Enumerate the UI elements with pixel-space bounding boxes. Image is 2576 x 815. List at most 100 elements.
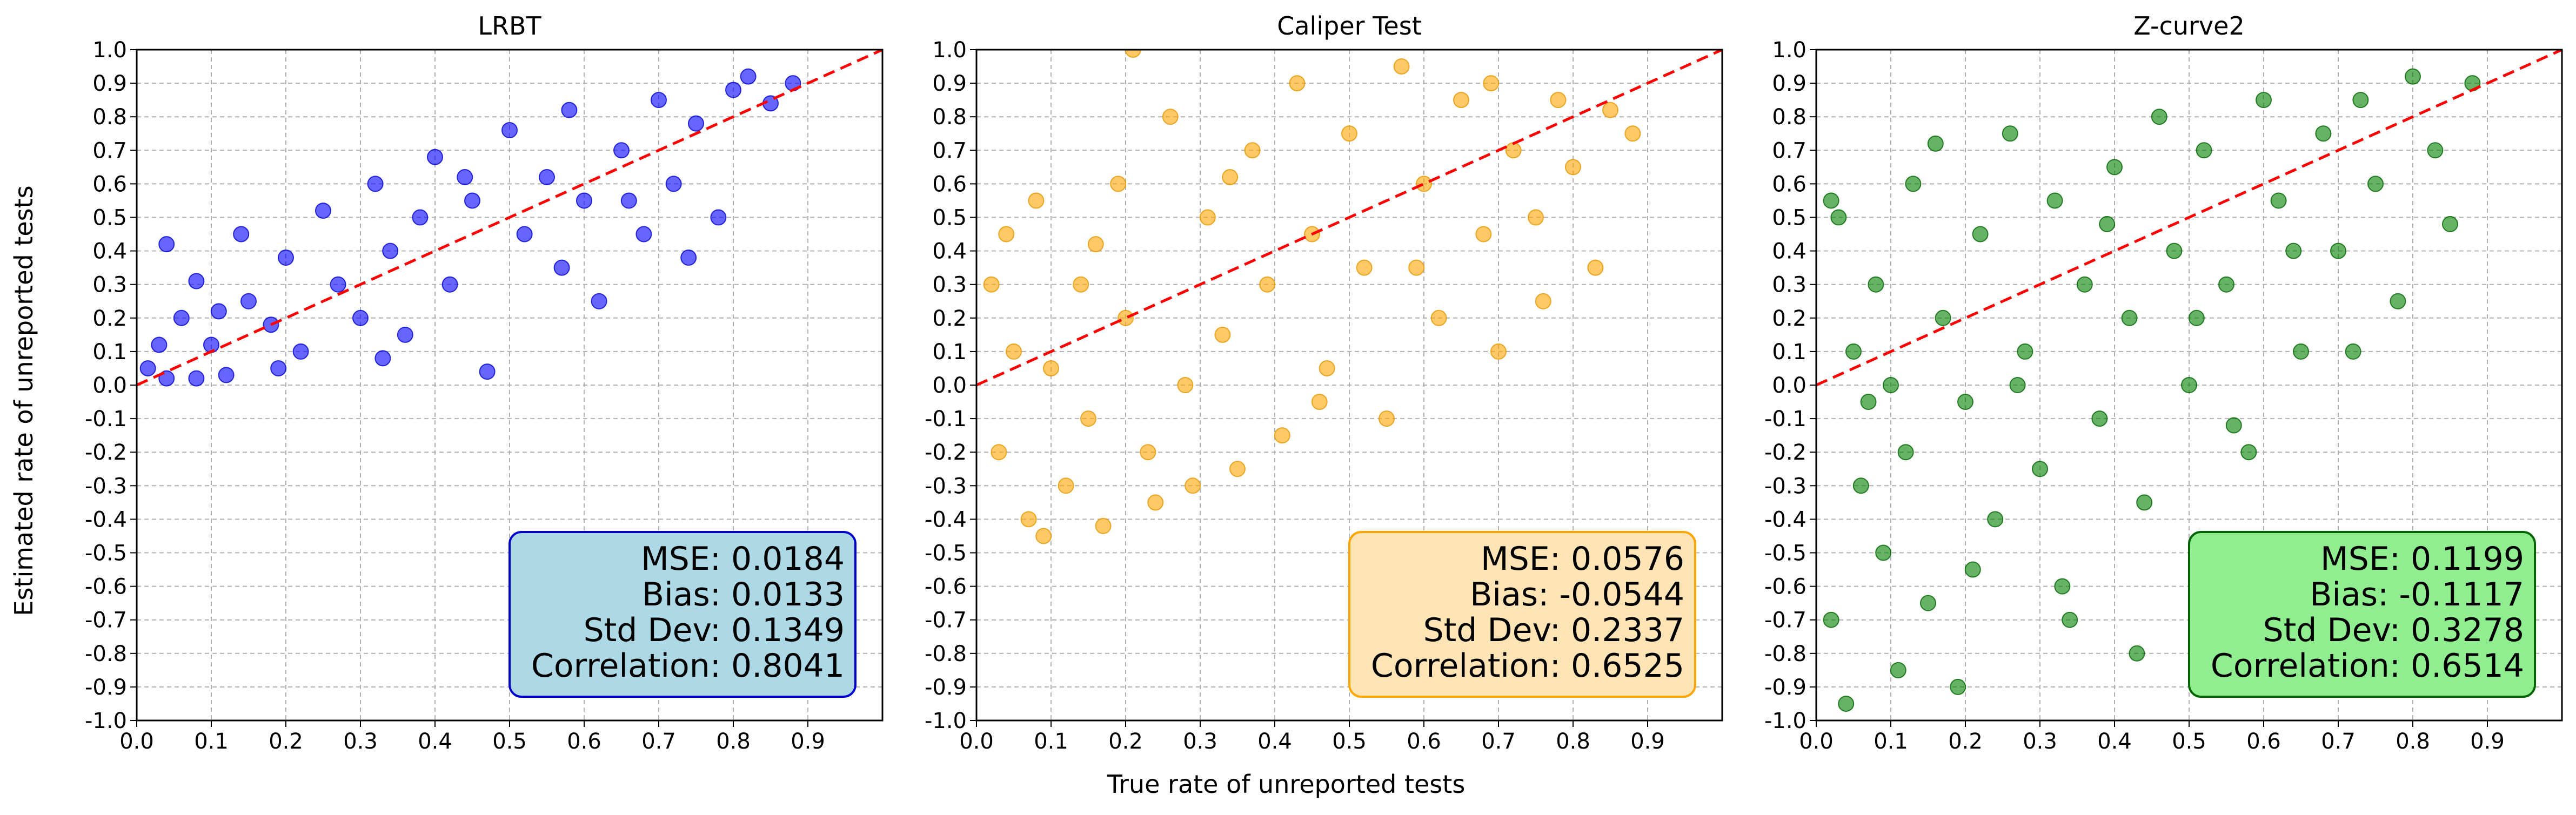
y-tick-label: -0.4 [85,507,127,532]
x-tick-label: 0.8 [2396,729,2430,754]
data-point [2062,611,2078,628]
x-tick-label: 0.5 [1332,729,1367,754]
data-point [2017,343,2033,360]
data-point [173,309,190,326]
x-tick-label: 0.6 [1407,729,1441,754]
x-tick-label: 0.6 [2246,729,2281,754]
y-tick-label: -0.3 [85,474,127,499]
y-tick-label: -0.9 [925,675,967,700]
data-point [1987,511,2004,528]
x-tick-label: 0.5 [2172,729,2206,754]
data-point [1289,75,1306,92]
data-point [1838,695,1855,712]
data-point [1185,477,1201,494]
data-point [367,176,384,192]
data-point [2181,377,2197,393]
x-tick-label: 0.4 [2097,729,2132,754]
data-point [1535,293,1551,309]
data-point [2009,377,2026,393]
data-point [1823,611,1839,628]
y-tick-label: -0.5 [1764,541,1806,566]
data-point [2129,645,2145,662]
y-tick-label: -0.8 [925,642,967,666]
data-point [1972,226,1989,243]
y-tick-label: -0.8 [85,642,127,666]
data-point [1118,309,1134,326]
data-point [2076,276,2093,293]
data-point [1875,544,1892,561]
data-point [218,367,235,383]
data-point [2293,343,2309,360]
data-point [1920,595,1936,611]
stats-correlation: Correlation: 0.8041 [531,647,845,685]
data-point [292,343,309,360]
y-tick-label: -0.5 [85,541,127,566]
x-tick-label: 0.8 [1556,729,1590,754]
y-tick-label: -1.0 [85,709,127,733]
data-point [1950,678,1966,695]
y-tick-label: -0.3 [925,474,967,499]
y-tick-label: 0.2 [92,306,127,331]
data-point [1890,662,1906,678]
data-point [1393,58,1410,75]
data-point [635,226,652,243]
data-point [188,370,205,387]
data-point [1408,259,1425,276]
chart-panel-1: 0.0 0.1 0.2 0.3 0.4 0.5 0.6 0.7 0.8 0.9 -1.0 -0.9 -0… [85,11,884,754]
y-tick-label: -0.2 [1764,440,1806,465]
data-point [620,192,637,209]
x-tick-label: 0.3 [343,729,378,754]
y-tick-label: -0.6 [85,575,127,600]
data-point [2166,243,2183,259]
data-point [457,169,473,185]
data-point [240,293,257,309]
data-point [330,276,346,293]
x-tick-label: 0.4 [1257,729,1292,754]
data-point [1602,102,1618,118]
data-point [382,243,399,259]
y-tick-label: 0.3 [932,273,967,298]
plot-frame [975,49,1723,722]
data-point [352,309,369,326]
stats-mse: MSE: 0.0576 [1481,540,1684,578]
x-tick-label: 0.0 [1799,729,1834,754]
data-point [2218,276,2234,293]
data-point [1624,125,1641,142]
data-point [1006,343,1022,360]
x-tick-label: 0.3 [2023,729,2057,754]
data-point [2315,125,2332,142]
data-point [139,360,156,376]
y-tick-label: -0.1 [1764,407,1806,432]
data-point [479,363,496,380]
data-point [1095,517,1112,534]
data-point [2225,417,2242,434]
data-point [210,303,227,320]
data-point [2046,192,2063,209]
data-point [1319,360,1335,376]
data-point [1356,259,1373,276]
y-tick-label: 1.0 [1772,38,1806,63]
stats-mse: MSE: 0.1199 [2320,540,2524,578]
y-tick-label: 0.7 [92,138,127,163]
scatter-series [139,68,801,387]
y-tick-label: 0.6 [932,172,967,197]
x-tick-label: 0.7 [1481,729,1516,754]
data-point [710,209,727,226]
data-point [1087,236,1104,253]
chart-title: Caliper Test [1277,11,1422,41]
data-point [2032,461,2048,477]
stats-std-dev: Std Dev: 0.3278 [2263,611,2524,649]
y-tick-label: 0.9 [1772,71,1806,96]
data-point [1140,444,1156,461]
y-tick-label: 0.0 [1772,373,1806,398]
data-point [983,276,1000,293]
x-tick-label: 0.5 [492,729,527,754]
data-point [516,226,533,243]
data-point [2352,92,2369,109]
data-point [1868,276,1884,293]
x-tick-label: 0.2 [1948,729,1983,754]
y-tick-label: 0.9 [92,71,127,96]
data-point [725,82,741,98]
data-point [1162,109,1179,125]
